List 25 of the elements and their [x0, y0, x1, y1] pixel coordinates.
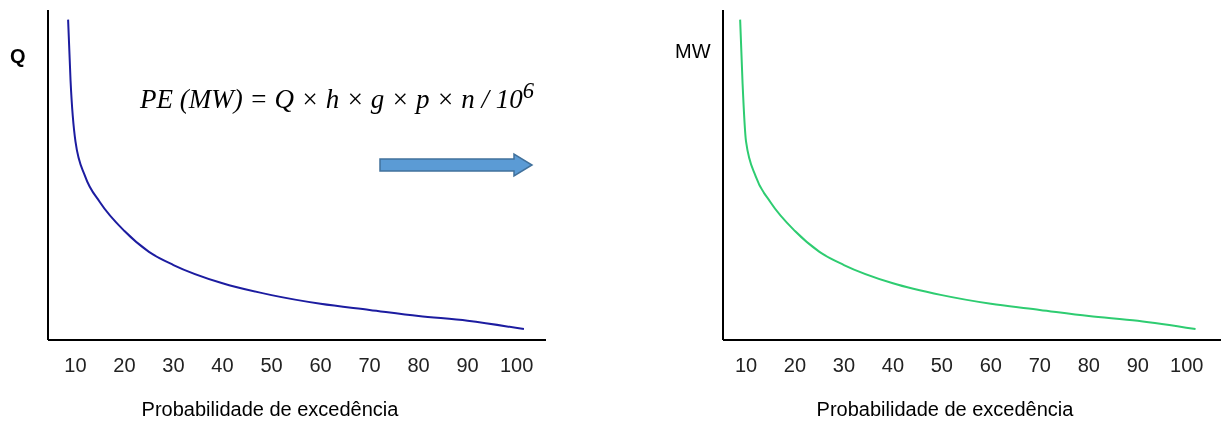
x-tick-label: 20 [113, 354, 136, 377]
x-tick-label: 40 [211, 354, 234, 377]
x-tick-label: 30 [162, 354, 185, 377]
x-tick-label: 90 [1126, 354, 1149, 377]
x-tick-label: 100 [1170, 354, 1204, 377]
x-tick-label: 40 [881, 354, 905, 377]
x-tick-label: 70 [358, 354, 381, 377]
annotation: PE (MW) = Q × h × g × p × n / 10$^{6}$ [140, 78, 535, 115]
x-tick-label: 10 [734, 354, 758, 377]
x-tick-label: 90 [456, 354, 479, 377]
x-tick-label: 50 [260, 354, 283, 377]
x-axis-title: Probabilidade de excedência [140, 398, 400, 421]
x-tick-label: 60 [979, 354, 1002, 377]
x-tick-label: 50 [930, 354, 954, 377]
x-tick-label: 30 [832, 354, 856, 377]
x-tick-label: 80 [1077, 354, 1100, 377]
x-tick-label: 100 [499, 354, 534, 377]
x-tick-label: 60 [309, 354, 332, 377]
x-tick-label: 70 [1028, 354, 1051, 377]
y-axis-title: Q [10, 45, 26, 68]
x-tick-label: 20 [783, 354, 807, 377]
x-axis-title: Probabilidade de excedência [815, 398, 1075, 421]
y-axis-title: MW [675, 40, 711, 63]
x-tick-label: 80 [407, 354, 430, 377]
x-tick-label: 10 [64, 354, 87, 377]
